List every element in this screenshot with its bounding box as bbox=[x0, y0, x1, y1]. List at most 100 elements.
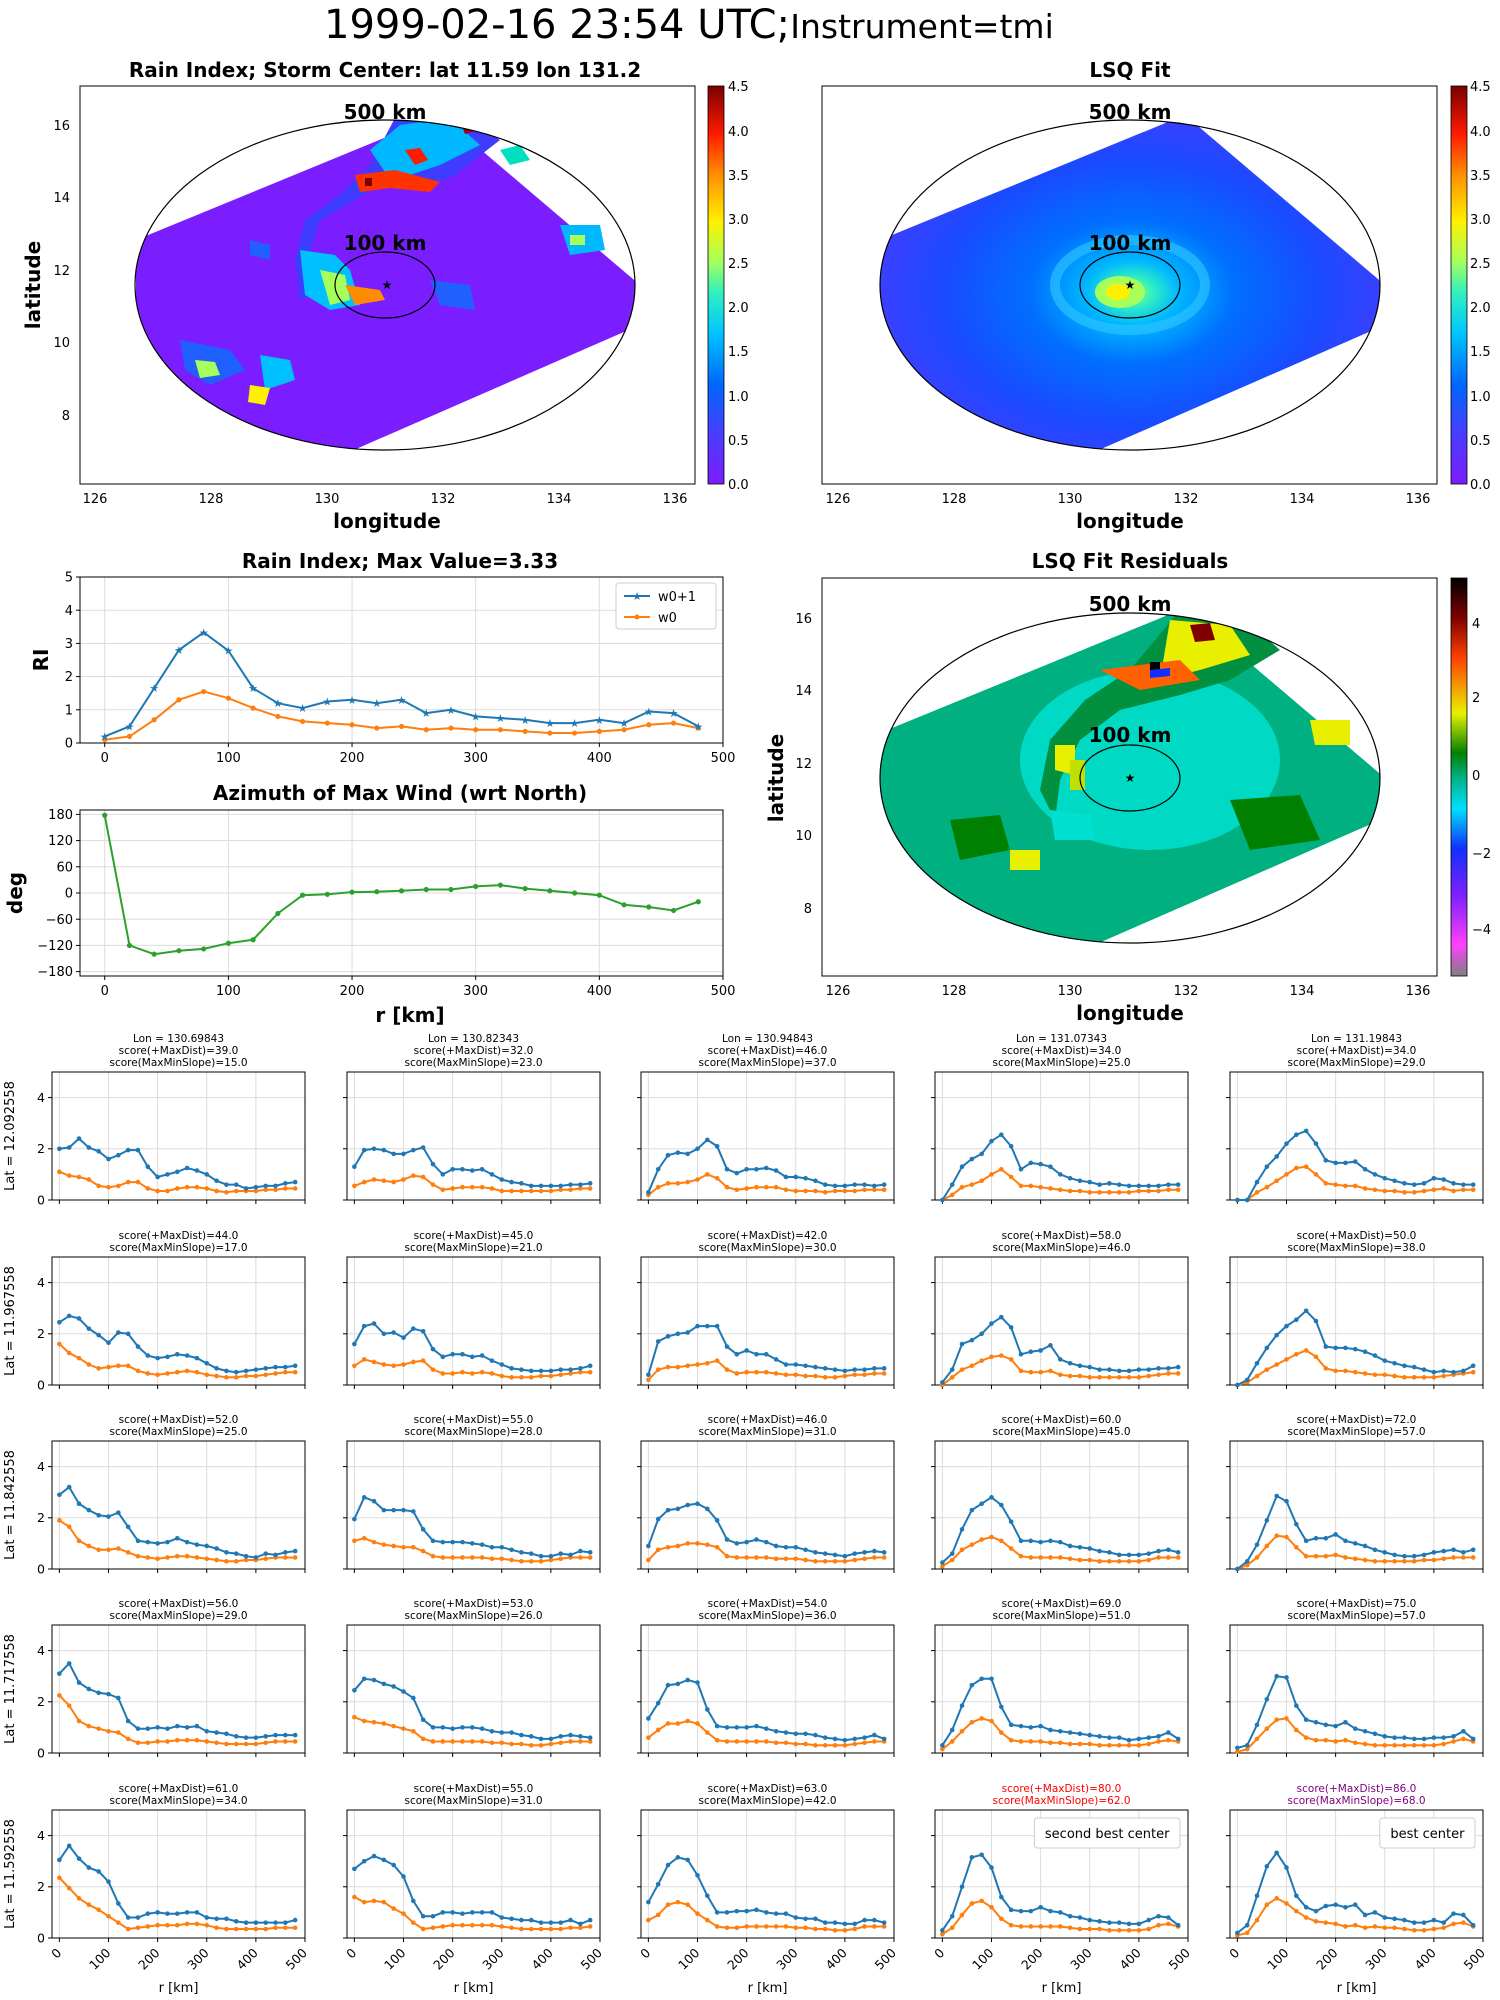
series-w0-point bbox=[1077, 1188, 1083, 1194]
series-w0p1-point bbox=[852, 1367, 857, 1372]
series-w0p1-point bbox=[371, 1498, 377, 1504]
series-w0p1-point bbox=[979, 1501, 984, 1507]
series-w0p1-point bbox=[655, 1700, 661, 1706]
series-w0-point bbox=[822, 1743, 828, 1748]
cb-tick: 0.0 bbox=[1470, 478, 1491, 493]
series-w0-point bbox=[1136, 1743, 1142, 1748]
series-w0p1-point bbox=[999, 1502, 1004, 1508]
series-w0p1-point bbox=[949, 1367, 955, 1372]
series-w0p1-point bbox=[1156, 1366, 1161, 1371]
series-w0-point bbox=[979, 1716, 984, 1721]
series-w0-point bbox=[509, 1375, 514, 1380]
series-w0p1-point bbox=[695, 1501, 700, 1507]
cb-tick: 2.0 bbox=[1470, 301, 1491, 316]
cell-xlabel: r [km] bbox=[1337, 1981, 1377, 1996]
series-w0p1-point bbox=[1057, 1910, 1063, 1915]
cell-score-slope: score(MaxMinSlope)=57.0 bbox=[1287, 1610, 1425, 1622]
series-w0-point bbox=[813, 1373, 818, 1379]
series-w0-point bbox=[989, 1904, 994, 1910]
series-w0-point bbox=[714, 1737, 720, 1743]
series-w0-point bbox=[420, 1358, 426, 1363]
series-w0-point bbox=[842, 1928, 848, 1933]
series-w0-point bbox=[151, 717, 157, 723]
series-w0-point bbox=[1126, 1559, 1132, 1564]
grid-cell: score(MaxMinSlope)=23.0score(+MaxDist)=3… bbox=[343, 1033, 601, 1204]
series-w0p1-point bbox=[1372, 1731, 1378, 1737]
series-w0-point bbox=[125, 1363, 131, 1369]
series-w0-point bbox=[1254, 1373, 1260, 1379]
series-w0p1-point bbox=[1362, 1166, 1368, 1172]
series-w0p1-point bbox=[1470, 1547, 1476, 1553]
series-w0-point bbox=[374, 725, 380, 731]
series-w0-point bbox=[969, 1363, 975, 1369]
series-w0-point bbox=[1008, 1922, 1014, 1928]
series-w0-point bbox=[1264, 1543, 1270, 1549]
grid-cell: score(MaxMinSlope)=21.0score(+MaxDist)=4… bbox=[343, 1230, 601, 1389]
series-w0-point bbox=[1057, 1924, 1063, 1929]
series-w0p1-point bbox=[381, 1507, 387, 1513]
grid-cell: score(MaxMinSlope)=25.0score(+MaxDist)=5… bbox=[37, 1414, 306, 1576]
series-w0-point bbox=[1441, 1186, 1446, 1191]
grid-cell: score(MaxMinSlope)=62.0score(+MaxDist)=8… bbox=[931, 1783, 1193, 1996]
y-tick-label: −120 bbox=[37, 939, 73, 954]
cell-score-slope: score(MaxMinSlope)=30.0 bbox=[698, 1242, 836, 1254]
series-w0-point bbox=[401, 1177, 406, 1182]
cell-score-maxdist: score(+MaxDist)=69.0 bbox=[1002, 1598, 1122, 1610]
series-w0-point bbox=[558, 1926, 563, 1932]
x-tick-label: 400 bbox=[233, 1945, 261, 1973]
series-w0p1-point bbox=[1175, 1736, 1181, 1742]
grid-cell: score(MaxMinSlope)=15.0score(+MaxDist)=3… bbox=[37, 1033, 306, 1207]
series-w0-point bbox=[1451, 1188, 1456, 1194]
series-w0p1-point bbox=[243, 1920, 249, 1925]
series-w0-point bbox=[587, 1369, 593, 1375]
series-w0p1-point bbox=[872, 1917, 877, 1923]
series-w0-point bbox=[1264, 1726, 1270, 1731]
series-w0-point bbox=[391, 1723, 396, 1729]
series-w0-point bbox=[734, 1371, 740, 1376]
series-w0-point bbox=[509, 1925, 514, 1931]
series-w0-point bbox=[1313, 1553, 1319, 1559]
series-w0p1-point bbox=[832, 1920, 838, 1925]
series-w0-point bbox=[665, 1721, 671, 1726]
series-w0-point bbox=[1362, 1371, 1368, 1376]
series-w0p1-point bbox=[528, 1734, 534, 1739]
series-w0p1-point bbox=[734, 1725, 740, 1730]
series-w0p1-point bbox=[548, 1920, 554, 1925]
series-w0-point bbox=[1461, 1187, 1466, 1193]
x-tick-label: 500 bbox=[711, 751, 736, 766]
series-w0-point bbox=[744, 1739, 749, 1744]
cb-tick: 0.0 bbox=[728, 478, 749, 493]
series-w0-point bbox=[174, 1186, 180, 1191]
series-w0-point bbox=[528, 1188, 534, 1194]
series-w0p1-point bbox=[793, 1731, 799, 1737]
cell-score-maxdist: score(+MaxDist)=60.0 bbox=[1002, 1414, 1122, 1426]
series-w0p1-point bbox=[1411, 1364, 1417, 1370]
series-w0p1-point bbox=[949, 1551, 955, 1556]
series-w0-point bbox=[1156, 1372, 1161, 1378]
residuals-map-title: LSQ Fit Residuals bbox=[1032, 549, 1229, 573]
series-w0p1-point bbox=[420, 1328, 426, 1334]
axes-frame bbox=[1229, 1256, 1484, 1386]
series-w0-point bbox=[705, 1542, 710, 1547]
series-w0-point bbox=[1116, 1743, 1122, 1748]
series-w0p1-point bbox=[1402, 1363, 1407, 1369]
series-w0-point bbox=[852, 1557, 857, 1563]
series-w0-point bbox=[763, 1555, 769, 1560]
series-w0-point bbox=[1392, 1559, 1397, 1564]
series-w0-point bbox=[460, 1184, 465, 1190]
series-w0p1-point bbox=[803, 1916, 808, 1922]
series-w0-point bbox=[57, 1875, 62, 1881]
series-w0-point bbox=[842, 1188, 848, 1194]
y-tick-label: −180 bbox=[37, 965, 73, 980]
series-w0-point bbox=[714, 1175, 720, 1181]
series-w0-point bbox=[398, 723, 405, 730]
series-w0p1-point bbox=[401, 1151, 406, 1157]
series-w0-point bbox=[1274, 1896, 1279, 1901]
series-w0p1-point bbox=[204, 1360, 210, 1366]
series-w0-point bbox=[1411, 1375, 1417, 1380]
series-w0p1-point bbox=[1382, 1175, 1388, 1181]
series-w0-point bbox=[1048, 1555, 1053, 1560]
series-w0-point bbox=[66, 1885, 72, 1891]
series-w0-point bbox=[1097, 1559, 1102, 1564]
cb-tick: 3.0 bbox=[728, 213, 749, 228]
